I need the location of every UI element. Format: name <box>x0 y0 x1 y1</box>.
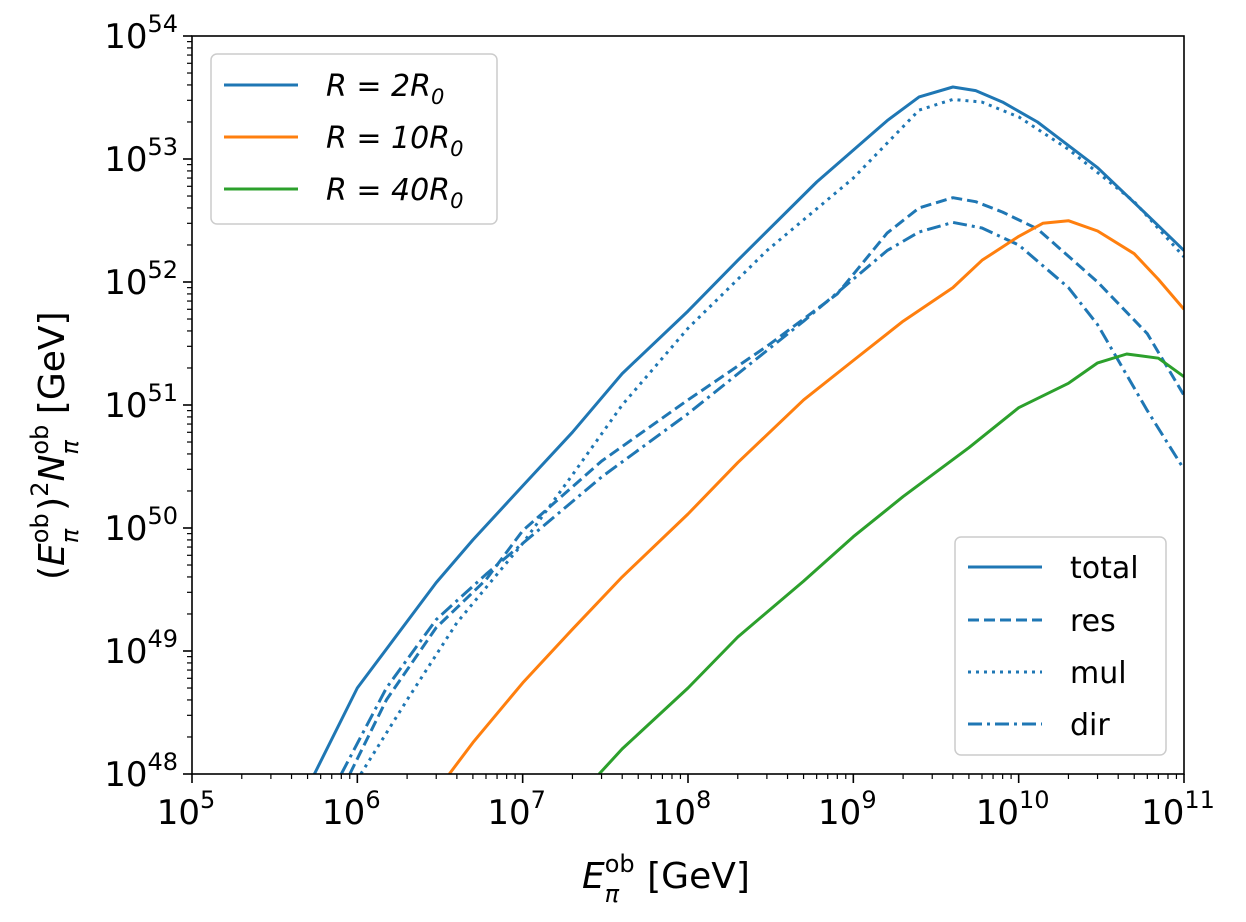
y-axis-symbol2: N <box>32 455 73 482</box>
chart: 105 106 107 108 109 1010 1011 1048 1049 1050 1051… <box>0 0 1246 922</box>
y-tick-label: 1052 <box>104 256 178 303</box>
y-axis-sub2: π <box>56 440 84 455</box>
legend-component-label-0: total <box>1070 551 1139 586</box>
y-tick-label: 1053 <box>104 133 178 180</box>
y-tick-labels: 1048 1049 1050 1051 1052 1053 1054 <box>104 10 178 795</box>
x-axis-title: Eob π [GeV] <box>582 850 750 908</box>
x-axis-sub: π <box>605 880 620 908</box>
legend-radius-label-0: R = 2R0 <box>326 69 444 109</box>
x-tick-label: 106 <box>322 786 381 833</box>
legend-radius-label-1: R = 10R0 <box>326 121 463 161</box>
y-axis-sup: ob <box>26 513 54 543</box>
y-tick-label: 1048 <box>104 748 178 795</box>
legend-component: total res mul dir <box>955 537 1166 755</box>
x-tick-label: 1011 <box>1141 786 1215 833</box>
y-axis-sup2: ob <box>26 425 54 455</box>
y-axis-unit: [GeV] <box>32 311 73 414</box>
y-axis-pow: 2 <box>26 482 54 497</box>
x-axis-symbol: E <box>582 856 605 897</box>
x-tick-label: 108 <box>653 786 712 833</box>
legend-radius-label-2: R = 40R0 <box>326 173 463 213</box>
x-axis-sup: ob <box>605 850 635 878</box>
y-axis-title: (Eobπ)2Nobπ[GeV] <box>26 311 84 580</box>
y-axis-sub: π <box>56 528 84 543</box>
x-tick-label: 107 <box>487 786 546 833</box>
x-tick-labels: 105 106 107 108 109 1010 1011 <box>157 786 1215 833</box>
y-axis-mid: ) <box>32 497 73 511</box>
legend-component-label-1: res <box>1070 604 1116 639</box>
y-tick-label: 1054 <box>104 10 178 57</box>
y-axis-symbol: E <box>32 543 73 566</box>
legend-component-label-3: dir <box>1070 708 1110 743</box>
y-tick-label: 1050 <box>104 502 178 549</box>
legend-radius: R = 2R0 R = 10R0 R = 40R0 <box>211 54 497 224</box>
x-tick-label: 109 <box>818 786 877 833</box>
y-axis-prefix: ( <box>32 566 73 580</box>
legend-component-label-2: mul <box>1070 656 1127 691</box>
x-tick-label: 1010 <box>976 786 1050 833</box>
y-tick-label: 1051 <box>104 379 178 426</box>
y-tick-label: 1049 <box>104 625 178 672</box>
x-tick-label: 105 <box>157 786 216 833</box>
x-axis-unit: [GeV] <box>647 856 750 897</box>
